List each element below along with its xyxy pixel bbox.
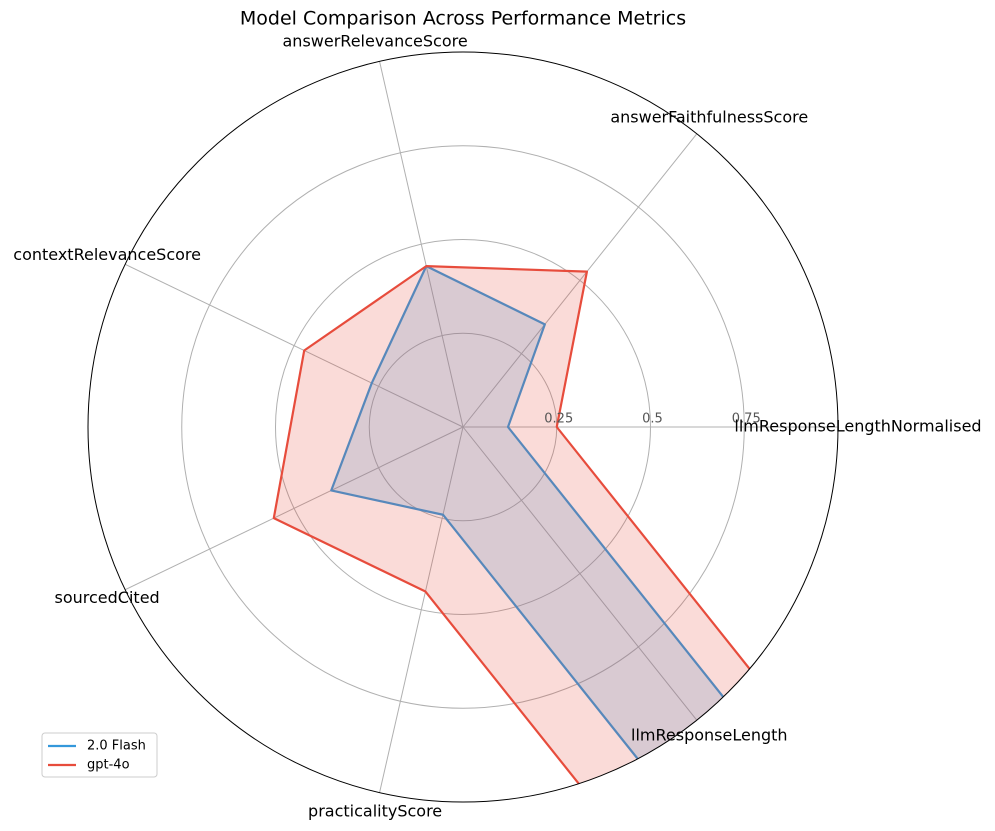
chart-title: Model Comparison Across Performance Metr… [240,8,686,30]
r-tick-label: 0.25 [544,412,573,427]
category-label: answerFaithfulnessScore [610,108,808,127]
category-label: answerRelevanceScore [283,31,468,50]
series-line [272,265,838,802]
series-line [330,265,838,802]
plot-area [272,265,838,802]
legend-label: 2.0 Flash [87,739,146,754]
r-tick-label: 0.75 [732,412,761,427]
plot-frame [87,51,839,803]
category-label: practicalityScore [308,802,442,821]
spoke [379,61,464,428]
spoke [462,133,698,428]
category-label: contextRelevanceScore [13,245,201,264]
spoke [379,426,464,793]
category-label: sourcedCited [55,588,160,607]
category-label: llmResponseLengthNormalised [734,417,981,436]
spoke [124,426,464,591]
category-label: llmResponseLength [631,725,788,744]
spoke [462,426,698,721]
spoke [124,263,464,428]
legend-label: gpt-4o [87,758,130,773]
r-tick-label: 0.5 [642,412,663,427]
